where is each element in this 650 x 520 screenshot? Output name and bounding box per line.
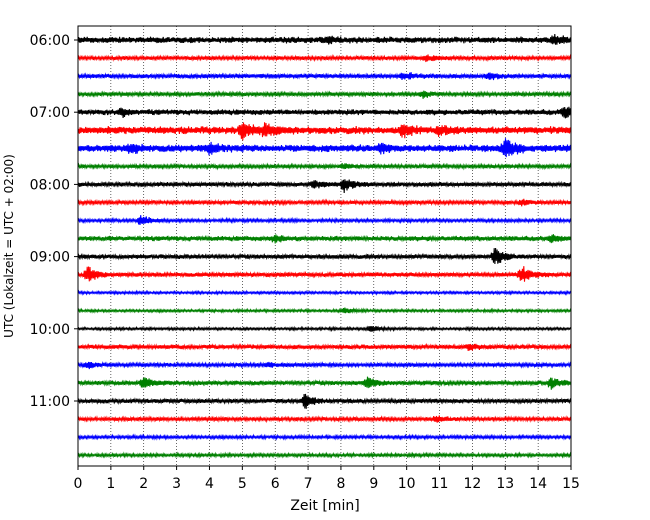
seismogram-traces [77,33,572,459]
x-tick-label: 6 [271,476,280,492]
trace-row [77,179,572,194]
trace-row [77,247,572,265]
trace-row [77,215,572,226]
grid-lines [110,26,539,466]
x-tick-label: 12 [463,476,481,492]
x-tick-label: 8 [336,476,345,492]
x-tick-label: 11 [431,476,449,492]
y-tick-label: 07:00 [30,105,70,121]
trace-row [77,198,572,207]
y-tick-label: 08:00 [30,177,70,193]
y-axis-ticks: 06:00 07:00 08:00 09:00 10:00 11:00 [30,33,78,410]
trace-row [77,342,572,352]
x-tick-label: 13 [496,476,514,492]
trace-row [77,162,572,171]
trace-row [77,393,572,409]
plot-frame [77,25,572,467]
trace-row [77,415,572,424]
trace-row [77,451,572,459]
trace-row [77,433,572,441]
x-tick-label: 4 [205,476,214,492]
y-tick-label: 06:00 [30,33,70,49]
x-axis-label: Zeit [min] [290,498,359,514]
y-tick-label: 11:00 [30,394,70,410]
x-tick-label: 14 [529,476,547,492]
trace-row [77,90,572,99]
trace-row [77,289,572,296]
trace-row [77,72,572,81]
x-tick-label: 10 [398,476,416,492]
trace-row [77,138,572,158]
x-tick-label: 9 [369,476,378,492]
trace-row [77,325,572,333]
trace-row [77,234,572,244]
y-axis-label: UTC (Lokalzeit = UTC + 02:00) [2,154,16,338]
y-tick-label: 10:00 [30,322,70,338]
y-tick-label: 09:00 [30,250,70,266]
x-tick-label: 7 [304,476,313,492]
x-tick-label: 2 [139,476,148,492]
x-tick-label: 0 [74,476,83,492]
trace-row [77,266,572,282]
x-tick-label: 15 [562,476,580,492]
trace-row [77,307,572,315]
x-tick-label: 5 [238,476,247,492]
trace-row [77,106,572,119]
x-axis-ticks: 0 1 2 3 4 5 6 7 8 9 10 11 12 13 14 15 [74,466,580,492]
trace-row [77,33,572,45]
trace-row [77,376,572,390]
trace-row [77,54,572,63]
trace-row [77,360,572,370]
x-tick-label: 3 [172,476,181,492]
x-tick-label: 1 [106,476,115,492]
trace-row [77,122,572,141]
